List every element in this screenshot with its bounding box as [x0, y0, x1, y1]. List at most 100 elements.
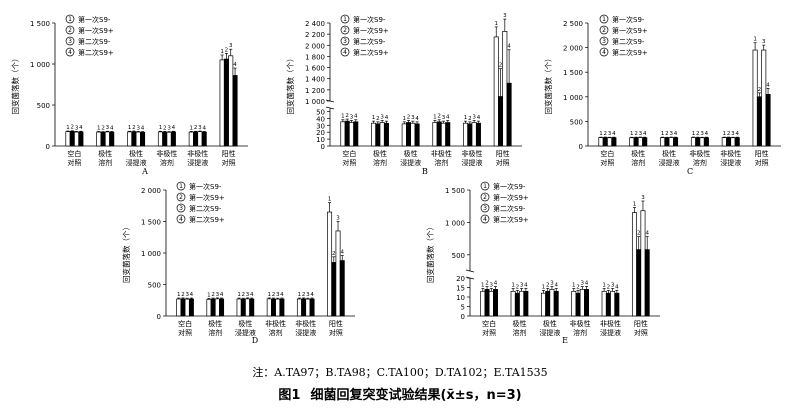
bar-number-label: 2 [727, 131, 731, 137]
legend-number: 1 [602, 16, 606, 23]
panel-letter: E [562, 336, 568, 345]
panel-letter: C [687, 167, 693, 176]
x-tick-label: 浸提液 [187, 158, 208, 167]
x-tick-label: 溶剂 [269, 328, 283, 337]
bar [140, 131, 146, 147]
bar [514, 292, 520, 317]
bar-number-label: 4 [233, 62, 237, 68]
bar [752, 49, 758, 147]
bar-number-label: 3 [442, 115, 446, 121]
bar [104, 131, 110, 147]
bar-number-label: 2 [516, 284, 520, 290]
bar [660, 137, 666, 147]
bar [699, 137, 705, 147]
legend-label: 第一次S9+ [612, 26, 648, 35]
bar-number-label: 3 [639, 131, 643, 137]
bar-number-label: 3 [336, 216, 340, 222]
legend-label: 第一次S9+ [189, 193, 225, 202]
legend-number-circle [599, 14, 609, 24]
legend-number-circle [65, 47, 75, 57]
legend-number-circle [176, 192, 186, 202]
bar-number-label: 2 [101, 126, 105, 132]
x-tick-label: 对照 [178, 328, 192, 337]
legend-number: 2 [343, 27, 347, 34]
y-tick-label: 1 200 [305, 87, 325, 95]
y-axis-label: 回变菌落数（个） [285, 55, 295, 115]
bar [445, 122, 451, 147]
legend-number-circle [480, 203, 490, 213]
bar [157, 131, 163, 147]
legend-number: 2 [483, 194, 487, 201]
bar-number-label: 1 [494, 21, 498, 27]
bar [162, 131, 168, 147]
bar-number-label: 2 [604, 131, 608, 137]
bar [135, 131, 141, 147]
bar-number-label: 4 [354, 114, 358, 120]
bar [540, 292, 546, 317]
bar [406, 122, 412, 147]
legend-label: 第二次S9+ [493, 215, 529, 224]
legend-number-circle [340, 25, 350, 35]
bar [436, 121, 442, 147]
bar-number-label: 4 [477, 115, 481, 121]
bar [571, 290, 577, 317]
bar-number-label: 4 [172, 125, 176, 131]
y-tick-label: 1 500 [445, 187, 465, 195]
bar-number-label: 1 [237, 292, 241, 298]
bar [371, 122, 377, 147]
bar [610, 290, 616, 317]
bar [193, 131, 199, 147]
x-tick-label: 空白 [482, 319, 496, 328]
legend-label: 第一次S9- [612, 15, 645, 24]
y-axis-label: 回变菌落数（个） [425, 223, 435, 283]
bar-number-label: 3 [167, 126, 171, 132]
x-tick-label: 空白 [67, 149, 81, 158]
y-tick-label: 500 [148, 282, 161, 290]
bar-number-label: 3 [520, 282, 524, 288]
y-tick-label: 2 200 [305, 31, 325, 39]
x-tick-label: 对照 [634, 328, 648, 337]
bar [327, 211, 333, 317]
bar [201, 131, 207, 147]
bar [275, 298, 281, 317]
bar [498, 96, 504, 147]
bar-number-label: 1 [372, 115, 376, 121]
bar-number-label: 4 [415, 116, 419, 122]
bar [493, 36, 499, 147]
legend-number-circle [176, 181, 186, 191]
y-tick-label: 500 [570, 118, 583, 126]
x-tick-label: 极性 [631, 149, 645, 158]
bar [584, 289, 590, 317]
legend-number-circle [480, 214, 490, 224]
x-tick-label: 溶剂 [160, 158, 174, 167]
x-tick-label: 溶剂 [98, 158, 112, 167]
legend-number-circle [599, 47, 609, 57]
bar [340, 121, 346, 147]
x-tick-label: 极性 [208, 319, 222, 328]
bar [644, 249, 650, 317]
bar-number-label: 2 [302, 292, 306, 298]
bar-number-label: 3 [490, 282, 494, 288]
y-tick-label: 2 000 [563, 45, 583, 53]
bar-number-label: 4 [446, 114, 450, 120]
bar [734, 137, 740, 147]
x-tick-label: 极性 [238, 319, 252, 328]
y-axis-label: 回变菌落数（个） [543, 55, 553, 115]
legend-number-circle [599, 25, 609, 35]
x-tick-label: 溶剂 [373, 158, 387, 167]
bar-number-label: 3 [75, 125, 79, 131]
y-axis-label: 回变菌落数（个） [121, 223, 131, 283]
bar-number-label: 2 [634, 131, 638, 137]
bar [206, 298, 212, 317]
bar [579, 289, 585, 317]
bar-number-label: 3 [762, 39, 766, 45]
bar [614, 292, 620, 317]
x-tick-label: 浸提液 [600, 328, 621, 337]
legend-number-circle [176, 203, 186, 213]
bar-number-label: 3 [611, 282, 615, 288]
bar-number-label: 1 [267, 292, 271, 298]
bar [214, 298, 220, 317]
